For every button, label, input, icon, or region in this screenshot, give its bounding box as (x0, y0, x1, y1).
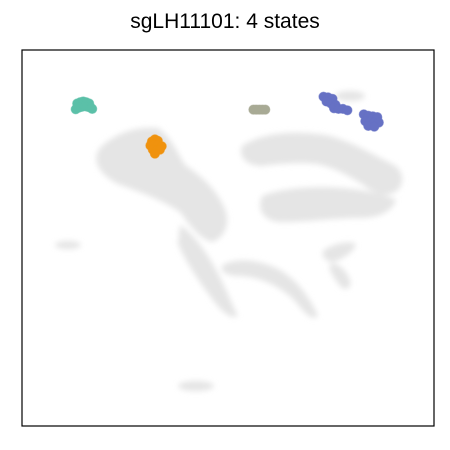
state-4-point-20 (369, 121, 380, 132)
highlighted-states (70, 91, 384, 159)
background-cluster-left-arm (178, 225, 238, 317)
state-1-point-12 (87, 103, 98, 115)
background-cluster-mid-right (260, 187, 396, 222)
background-cluster-lower-right (322, 242, 356, 262)
state-series-3 (248, 104, 271, 115)
state-series-4 (318, 91, 384, 132)
background-cluster-lower-arc (221, 260, 318, 318)
plot-frame (21, 49, 435, 427)
background-island-left (55, 241, 81, 249)
state-series-2 (145, 134, 167, 159)
background-cluster-top-right (241, 132, 403, 195)
state-series-1 (70, 96, 98, 115)
background-island-top (335, 91, 365, 101)
state-2-point-11 (149, 148, 160, 159)
state-4-point-10 (342, 105, 353, 116)
chart-title: sgLH11101: 4 states (130, 10, 320, 33)
background-cluster-lower-right-tail (329, 263, 351, 289)
state-3-point-5 (260, 104, 271, 115)
state-1-point-11 (70, 104, 81, 115)
background-cluster-left (96, 127, 228, 242)
background-island-bottom (178, 381, 214, 391)
background-cells (55, 91, 403, 391)
